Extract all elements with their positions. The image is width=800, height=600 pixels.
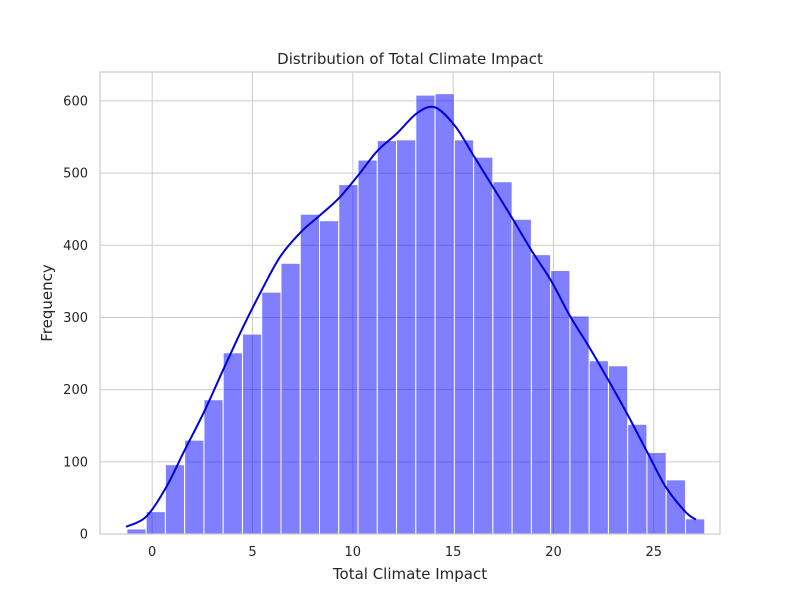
histogram-bar — [530, 254, 552, 535]
histogram-bar — [184, 439, 205, 535]
x-tick-label: 25 — [646, 545, 663, 560]
histogram-bar — [415, 94, 436, 535]
histogram-bar — [164, 464, 186, 535]
histogram-bar — [280, 262, 301, 535]
histogram-bar — [319, 220, 340, 535]
histogram-bar — [338, 184, 359, 535]
x-tick-label: 15 — [445, 545, 462, 560]
x-tick-label: 0 — [148, 545, 156, 560]
kde-curve — [125, 105, 697, 528]
histogram-bar — [684, 518, 706, 535]
histogram-bar — [434, 93, 455, 535]
histogram-bar — [396, 139, 417, 535]
histogram-bar — [261, 291, 282, 535]
histogram-bar — [241, 333, 263, 535]
x-tick-labels: 0 5 10 15 20 25 — [148, 545, 662, 560]
y-tick-label: 300 — [63, 311, 88, 326]
histogram-bar — [453, 139, 475, 535]
histogram-bar — [588, 360, 609, 535]
histogram-bar — [607, 365, 629, 535]
histogram-bar — [511, 218, 532, 535]
x-tick-label: 20 — [545, 545, 562, 560]
y-tick-label: 200 — [63, 383, 88, 398]
histogram-bar — [203, 399, 224, 535]
histogram-bar — [492, 181, 513, 535]
histogram-bar — [299, 213, 321, 535]
histogram-bar — [126, 528, 147, 535]
histogram-bar — [376, 140, 398, 535]
histogram-bar — [627, 423, 648, 535]
y-tick-label: 100 — [63, 455, 88, 470]
x-axis-label: Total Climate Impact — [332, 565, 487, 583]
histogram-bar — [357, 159, 378, 535]
y-tick-label: 600 — [63, 94, 88, 109]
y-tick-label: 500 — [63, 167, 88, 182]
histogram-bar — [569, 315, 590, 535]
histogram-bar — [222, 352, 243, 535]
histogram-bar — [473, 156, 494, 535]
x-tick-label: 10 — [345, 545, 362, 560]
plot-frame — [99, 71, 721, 535]
chart-title: Distribution of Total Climate Impact — [277, 50, 543, 68]
histogram-bars — [126, 93, 706, 535]
x-tick-label: 5 — [248, 545, 256, 560]
y-tick-label: 400 — [63, 239, 88, 254]
histogram-bar — [665, 479, 686, 535]
y-axis-label: Frequency — [38, 264, 56, 342]
histogram-bar — [646, 451, 667, 535]
y-tick-label: 0 — [80, 528, 88, 543]
y-tick-labels: 0 100 200 300 400 500 600 — [63, 94, 88, 542]
